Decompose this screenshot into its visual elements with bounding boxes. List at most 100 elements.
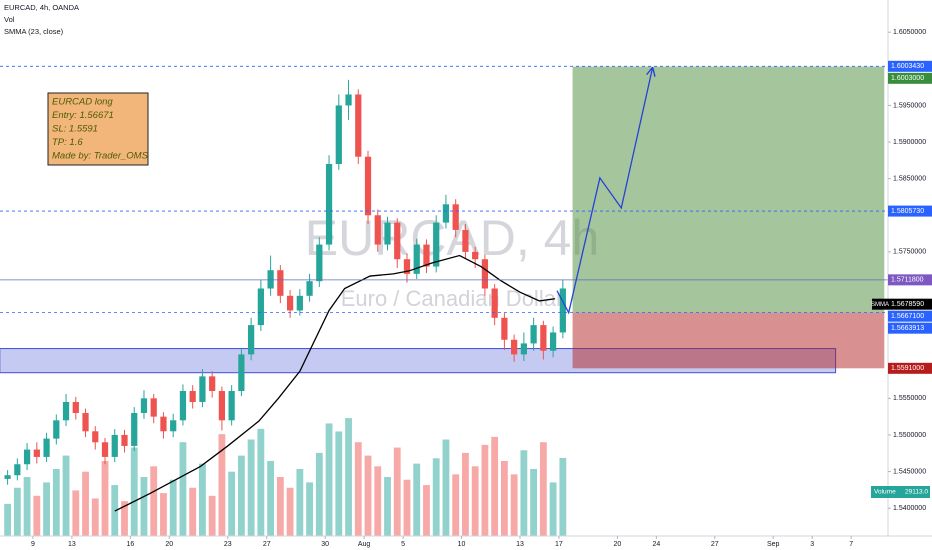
volume-bar bbox=[335, 431, 343, 536]
volume-bar bbox=[218, 434, 226, 536]
price-tag-label: 1.5663913 bbox=[891, 325, 924, 332]
volume-bar bbox=[169, 479, 177, 536]
volume-bar bbox=[500, 460, 508, 536]
volume-bar bbox=[306, 482, 313, 536]
candle-body bbox=[355, 94, 362, 157]
x-tick-label: 9 bbox=[31, 541, 35, 548]
volume-bar bbox=[452, 474, 460, 536]
watermark-title: EURCAD, 4h bbox=[305, 210, 600, 266]
volume-bar bbox=[199, 463, 206, 536]
candle-body bbox=[364, 156, 372, 216]
y-tick-label: 1.5450000 bbox=[893, 468, 926, 475]
candle-body bbox=[199, 376, 206, 402]
volume-bar bbox=[82, 471, 89, 536]
volume-bar bbox=[384, 477, 391, 536]
volume-bar bbox=[530, 469, 538, 536]
volume-bar bbox=[43, 482, 50, 536]
price-tag bbox=[888, 72, 932, 84]
candle-body bbox=[501, 317, 508, 340]
target-zone bbox=[572, 66, 885, 313]
volume-bar bbox=[13, 487, 21, 536]
candle-body bbox=[72, 402, 79, 413]
price-tag-label: 1.5591000 bbox=[891, 365, 924, 372]
volume-bar bbox=[286, 487, 294, 536]
x-tick-label: 27 bbox=[711, 541, 719, 548]
candle-body bbox=[374, 215, 381, 245]
candle-body bbox=[248, 325, 255, 355]
price-tag-label: 1.5678590 bbox=[891, 301, 924, 308]
volume-bar bbox=[520, 450, 528, 536]
y-tick-label: 1.5950000 bbox=[893, 102, 926, 109]
candle-body bbox=[530, 325, 537, 344]
candle-body bbox=[277, 270, 284, 296]
candle-body bbox=[257, 288, 264, 326]
x-tick-label: 13 bbox=[516, 541, 524, 548]
candle-body bbox=[189, 391, 196, 402]
volume-tag-label: 29113.0 bbox=[905, 489, 928, 496]
candle-body bbox=[286, 295, 294, 311]
candle-body bbox=[43, 438, 50, 457]
smma-tag bbox=[872, 298, 888, 310]
candle-body bbox=[549, 332, 557, 351]
volume-bar bbox=[160, 493, 167, 536]
symbol-label: EURCAD, 4h, OANDA bbox=[4, 3, 79, 12]
volume-bar bbox=[393, 447, 401, 536]
x-tick-label: 20 bbox=[165, 541, 173, 548]
projection-arrow bbox=[556, 68, 652, 315]
price-tag bbox=[888, 310, 932, 322]
candle-body bbox=[559, 288, 566, 333]
candle-body bbox=[53, 420, 60, 439]
candle-body bbox=[394, 222, 401, 260]
volume-bar bbox=[296, 469, 304, 536]
volume-bar bbox=[354, 442, 362, 536]
candle-body bbox=[520, 343, 527, 355]
volume-bar bbox=[130, 447, 138, 536]
volume-bar bbox=[140, 477, 148, 536]
x-tick-label: 10 bbox=[458, 541, 466, 548]
x-tick-label: 7 bbox=[849, 541, 853, 548]
x-tick-label: 24 bbox=[652, 541, 660, 548]
candle-body bbox=[442, 204, 450, 223]
volume-bar bbox=[315, 452, 323, 536]
x-tick-label: 5 bbox=[401, 541, 405, 548]
candle-body bbox=[423, 244, 430, 267]
smma-line bbox=[114, 254, 556, 512]
candle-body bbox=[384, 222, 391, 245]
candle-body bbox=[472, 251, 479, 260]
candle-body bbox=[413, 244, 420, 274]
candle-body bbox=[462, 229, 469, 252]
indicator-label: SMMA (23, close) bbox=[4, 27, 64, 36]
candle-body bbox=[306, 281, 313, 296]
candle-body bbox=[218, 391, 226, 421]
candle-body bbox=[33, 449, 40, 457]
volume-bar bbox=[208, 495, 216, 536]
x-tick-label: 3 bbox=[810, 541, 814, 548]
candle-body bbox=[111, 434, 118, 457]
candle-body bbox=[131, 412, 138, 446]
note-line: TP: 1.6 bbox=[52, 137, 83, 148]
candle-body bbox=[403, 259, 411, 274]
price-tag bbox=[888, 274, 932, 286]
y-tick-label: 1.5500000 bbox=[893, 432, 926, 439]
volume-bar bbox=[179, 442, 187, 536]
note-line: Entry: 1.56671 bbox=[52, 110, 114, 121]
y-tick-label: 1.6050000 bbox=[893, 29, 926, 36]
y-tick-label: 1.5850000 bbox=[893, 176, 926, 183]
candle-body bbox=[92, 431, 99, 443]
volume-bar bbox=[423, 485, 430, 536]
price-tag-label: 1.5711800 bbox=[891, 277, 924, 284]
volume-bar bbox=[491, 436, 499, 536]
volume-bar bbox=[442, 439, 450, 536]
volume-bar bbox=[257, 428, 265, 536]
volume-bar bbox=[549, 482, 557, 536]
volume-bar bbox=[72, 490, 80, 536]
x-tick-label: 27 bbox=[263, 541, 271, 548]
volume-bar bbox=[237, 455, 245, 536]
candle-body bbox=[452, 204, 459, 230]
candle-body bbox=[540, 325, 547, 351]
price-tag-label: 1.5667100 bbox=[891, 313, 924, 320]
note-line: EURCAD long bbox=[52, 97, 113, 108]
volume-bar bbox=[52, 469, 60, 536]
price-tag-label: 1.6003430 bbox=[891, 63, 924, 70]
price-tag bbox=[888, 205, 932, 217]
